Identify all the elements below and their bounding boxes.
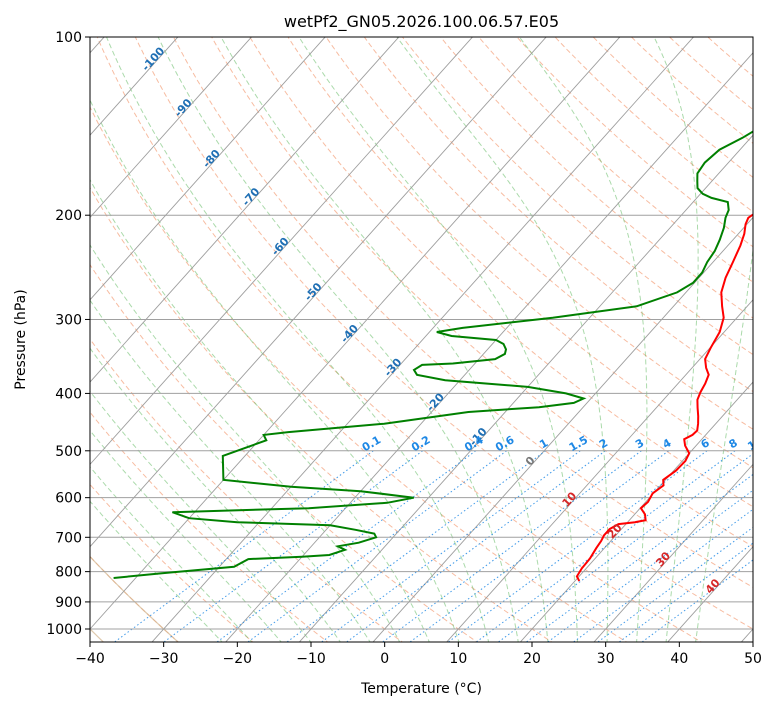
isotherm <box>446 299 753 642</box>
x-tick-label: 30 <box>597 651 615 667</box>
x-tick-label: −40 <box>75 651 105 667</box>
x-tick-label: 40 <box>670 651 688 667</box>
isotherm <box>90 37 326 301</box>
y-tick-label: 300 <box>55 312 82 328</box>
plot-background <box>90 37 753 642</box>
isotherm <box>90 37 400 383</box>
dry-adiabat <box>90 105 628 642</box>
dewpoint-line <box>113 130 753 579</box>
dry-adiabat <box>592 37 753 179</box>
moist-adiabat <box>90 243 401 642</box>
x-tick-label: 20 <box>523 651 541 667</box>
isotherm <box>90 37 547 548</box>
dry-adiabat <box>363 37 753 393</box>
moist-adiabat <box>90 98 460 642</box>
dry-adiabat <box>554 37 753 213</box>
isotherm <box>90 37 621 630</box>
isotherm <box>151 37 695 642</box>
y-tick-label: 400 <box>55 386 82 402</box>
x-tick-label: −20 <box>223 651 253 667</box>
y-tick-label: 200 <box>55 208 82 224</box>
isotherm <box>90 37 253 219</box>
dry-adiabat <box>96 37 703 642</box>
moist-adiabat <box>90 429 282 642</box>
x-tick-label: −10 <box>296 651 326 667</box>
y-axis-label: Pressure (hPa) <box>13 289 29 389</box>
y-tick-label: 1000 <box>46 622 82 638</box>
dry-adiabat <box>249 37 753 508</box>
axis-ticks: −40 −30 −20 −10 0 10 20 30 40 50 1000 900 800 700 600 5… <box>46 30 762 667</box>
moist-adiabat <box>90 466 253 642</box>
y-tick-label: 800 <box>55 565 82 581</box>
dry-adiabat <box>287 37 753 469</box>
dry-adiabat <box>90 483 254 642</box>
dry-adiabat <box>172 37 753 588</box>
x-tick-label: −30 <box>149 651 179 667</box>
plot-frame <box>89 36 754 643</box>
background-lines <box>90 37 753 642</box>
isotherm <box>519 381 753 642</box>
y-tick-label: 500 <box>55 444 82 460</box>
y-tick-label: 600 <box>55 491 82 507</box>
dry-adiabat <box>134 37 753 630</box>
y-tick-label: 100 <box>55 30 82 46</box>
dry-adiabat <box>90 186 553 642</box>
x-tick-label: 10 <box>449 651 467 667</box>
isotherm <box>593 463 753 642</box>
sounding-series <box>113 130 753 582</box>
y-tick-label: 900 <box>55 595 82 611</box>
chart-title: wetPf2_GN05.2026.100.06.57.E05 <box>284 12 559 32</box>
moist-adiabat <box>90 390 312 642</box>
moist-adiabat <box>90 178 430 642</box>
isotherm <box>90 37 179 136</box>
dry-adiabat <box>90 263 478 642</box>
isotherm <box>225 52 753 642</box>
moist-adiabat <box>90 299 371 642</box>
isotherm <box>372 216 753 642</box>
dry-adiabat <box>478 37 753 283</box>
x-tick-label: 0 <box>380 651 389 667</box>
mixing-ratio-label: 10 <box>745 434 765 453</box>
y-tick-label: 700 <box>55 530 82 546</box>
isotherm <box>90 37 474 466</box>
x-axis-label: Temperature (°C) <box>360 681 482 697</box>
moist-adiabat <box>90 347 342 642</box>
isotherm <box>298 134 753 642</box>
x-tick-label: 50 <box>744 651 762 667</box>
temperature-line <box>575 213 753 582</box>
